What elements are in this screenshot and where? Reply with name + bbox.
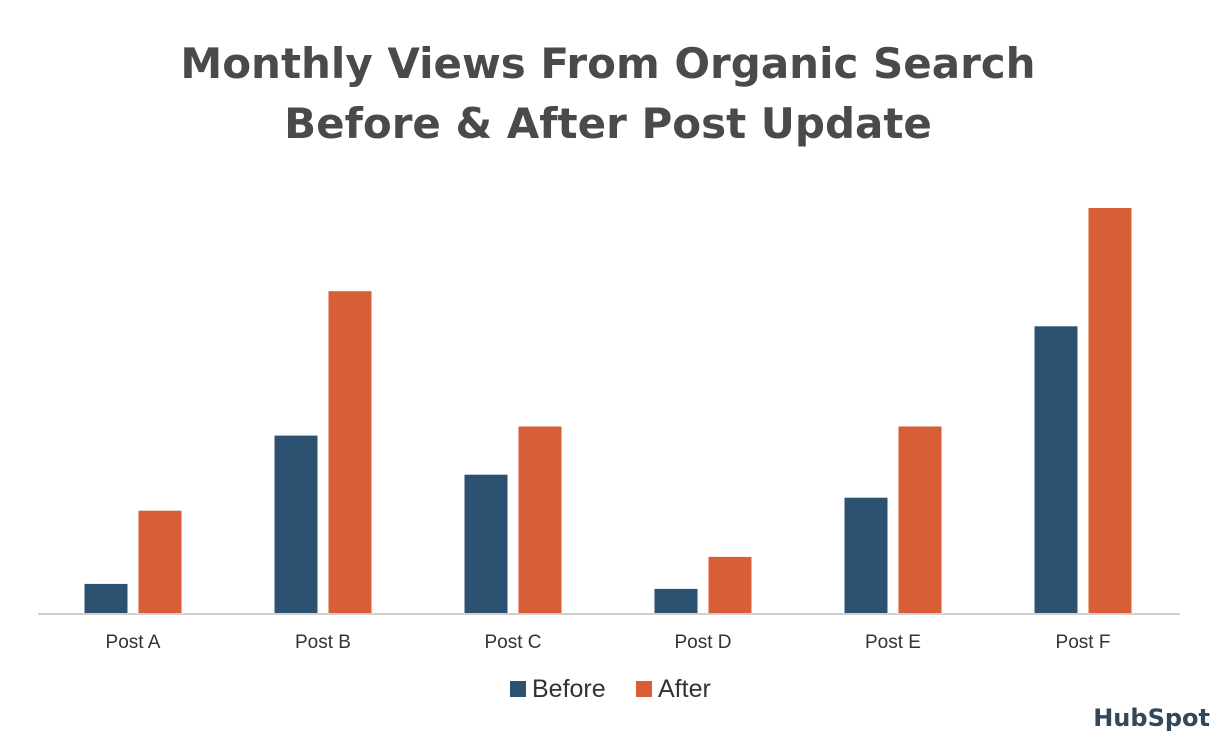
bars-group [84, 208, 1132, 614]
bar-before-post-f [1034, 326, 1078, 614]
bar-before-post-b [274, 435, 318, 614]
x-tick-label: Post E [865, 632, 921, 653]
bar-after-post-a [138, 510, 182, 614]
bar-before-post-c [464, 474, 508, 614]
legend: Before After [510, 675, 711, 703]
chart-title: Monthly Views From Organic Search Before… [180, 39, 1035, 148]
x-tick-label: Post C [484, 632, 541, 653]
bar-before-post-d [654, 588, 698, 614]
hubspot-logo: HubSpot [1093, 704, 1210, 732]
x-tick-label: Post D [674, 632, 731, 653]
legend-swatch-after [636, 681, 652, 697]
hubspot-logo-text: HubSpot [1093, 704, 1210, 732]
x-tick-label: Post B [295, 632, 351, 653]
bar-after-post-c [518, 426, 562, 614]
bar-after-post-d [708, 556, 752, 614]
bar-after-post-b [328, 291, 372, 614]
legend-label-after: After [658, 675, 711, 703]
x-axis-tick-labels: Post A Post B Post C Post D Post E Post F [106, 632, 1111, 653]
chart-title-line-1: Monthly Views From Organic Search [180, 39, 1035, 88]
bar-before-post-e [844, 497, 888, 614]
x-tick-label: Post F [1056, 632, 1111, 653]
chart-title-line-2: Before & After Post Update [284, 99, 932, 148]
x-tick-label: Post A [106, 632, 161, 653]
bar-before-post-a [84, 583, 128, 614]
legend-label-before: Before [532, 675, 606, 703]
bar-after-post-e [898, 426, 942, 614]
bar-after-post-f [1088, 208, 1132, 614]
legend-swatch-before [510, 681, 526, 697]
